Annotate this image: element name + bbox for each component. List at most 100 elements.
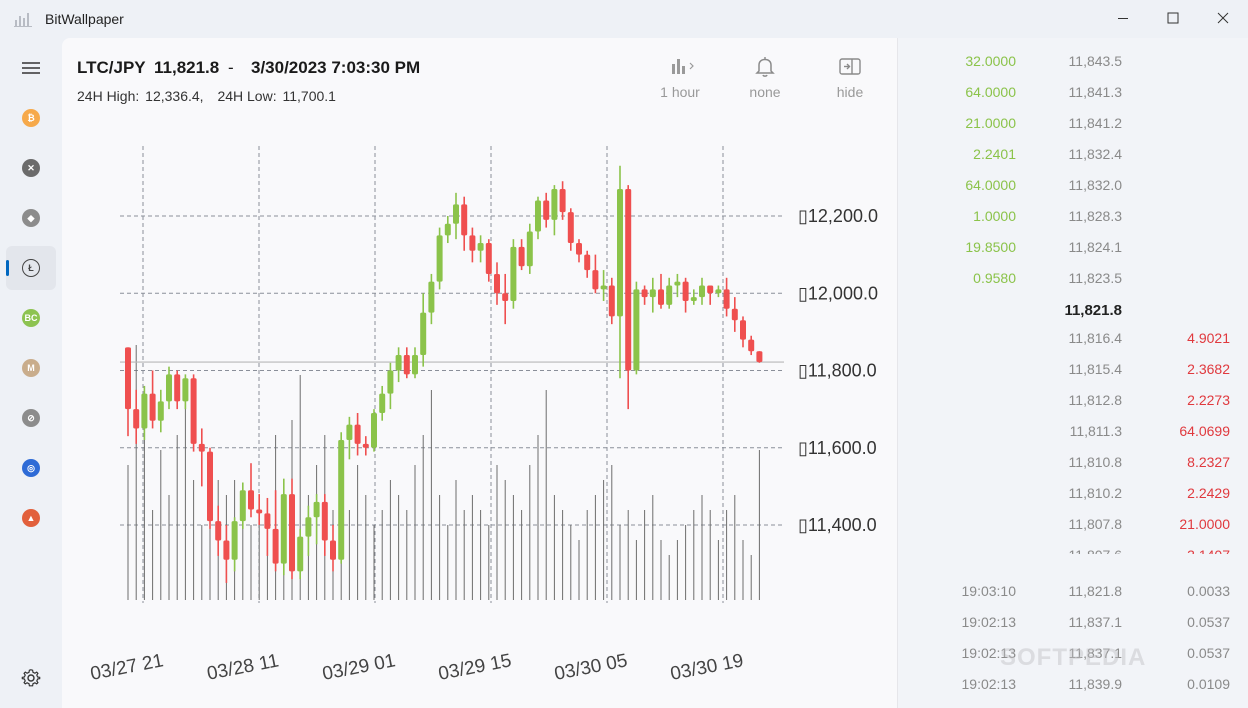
ask-amount: 64.0000 [965,177,1016,193]
alert-label: none [749,84,781,100]
high-value: 12,336.4, [145,88,204,104]
candle-body [223,540,230,560]
minimize-button[interactable] [1098,0,1148,36]
candle-body [190,378,197,444]
hide-panel-button[interactable]: hide [815,56,885,106]
candle-body [198,443,205,452]
candle-body [338,440,345,560]
candle-body [584,254,591,271]
sidebar-item-qtum[interactable]: ◎ [6,446,56,490]
candle [231,517,238,572]
ask-price: 11,824.1 [1068,239,1122,255]
candle-body [477,243,484,251]
candle-body [723,289,730,309]
candle-body [436,235,443,282]
bell-icon [755,57,775,77]
candle-body [690,297,697,301]
candle [707,285,714,305]
ask-row: 32.0000 11,843.5 [898,53,1248,73]
sidebar-item-ethereum[interactable]: ◆ [6,196,56,240]
candle [494,262,500,305]
candle-body [526,231,533,267]
y-axis-label: ▯11,400.0 [798,515,877,535]
candle-body [157,401,164,421]
candle [321,494,328,556]
ask-amount: 21.0000 [965,115,1016,131]
candle-body [444,223,451,236]
bid-row: 11,807.8 21.0000 [898,516,1248,536]
litecoin-icon: Ł [22,259,40,277]
candle [305,505,312,556]
candle [518,239,525,271]
candle [502,273,509,325]
candle-body [756,351,763,363]
candle-body [567,212,574,244]
candle [526,223,533,274]
chart-panel: ▯12,200.0 ▯12,000.0 ▯11,800.0 ▯11,600.0 ▯11,… [62,38,898,708]
y-axis-label: ▯12,200.0 [798,206,878,226]
candle-body [256,509,263,514]
order-book[interactable]: 32.0000 11,843.5 64.0000 11,841.3 21.0000 11,… [898,38,1248,554]
candle-body [658,289,664,305]
ask-amount: 64.0000 [965,84,1016,100]
trade-time: 19:02:13 [961,676,1017,692]
candle-body [543,200,550,220]
candle [625,185,632,410]
ask-price: 11,841.3 [1068,84,1122,100]
sidebar-item-litecoin[interactable]: Ł [6,246,56,290]
candle [289,478,295,580]
trade-price: 11,839.9 [1068,676,1122,692]
candle-body [428,281,435,313]
candle [239,482,246,529]
candle-body [633,289,640,371]
settings-button[interactable] [6,656,56,700]
bid-amount: 4.9021 [1187,330,1230,346]
candle-body [207,451,213,522]
candle-body [682,281,689,301]
close-button[interactable] [1198,0,1248,36]
sidebar-item-bitcoin[interactable]: ₿ [6,96,56,140]
bid-amount: 2.2273 [1187,392,1230,408]
candle-body [535,200,541,232]
candle [715,285,722,298]
x-axis-label: 03/29 15 [437,650,514,685]
sidebar-item-monacoin[interactable]: M [6,346,56,390]
candle-body [379,393,386,413]
candle [436,227,443,290]
candlestick-chart[interactable]: ▯12,200.0 ▯12,000.0 ▯11,800.0 ▯11,600.0 ▯11,… [62,38,898,708]
candle-body [125,347,131,410]
candle [510,239,517,309]
candle [682,277,689,313]
candle [584,250,591,278]
hamburger-menu-button[interactable] [6,46,56,90]
candle-body [215,521,222,541]
trade-amount: 0.0537 [1187,645,1230,661]
candle-body [289,494,295,572]
bid-amount: 2.3682 [1187,361,1230,377]
bid-price: 11,807.6 [1069,547,1122,554]
sidebar-item-bat[interactable]: ▲ [6,496,56,540]
price-alert-button[interactable]: none [730,56,800,106]
candle [182,374,189,410]
candle-body [674,281,681,286]
pair-symbol: LTC/JPY [77,58,146,77]
trade-amount: 0.0109 [1187,676,1230,692]
bitcoin-cash-icon: BC [22,309,40,327]
sidebar-item-xrp[interactable]: ✕ [6,146,56,190]
close-icon [1217,12,1229,24]
sidebar-item-stellar[interactable]: ⊘ [6,396,56,440]
stellar-icon: ⊘ [22,409,40,427]
candle-body [346,424,353,441]
candle-body [166,374,172,402]
header-separator: - [228,58,234,77]
ask-amount: 1.0000 [973,208,1016,224]
candle [461,196,468,251]
candle-body [264,513,271,529]
sidebar-item-bitcoin-cash[interactable]: BC [6,296,56,340]
candle [371,409,377,452]
candle [215,505,222,556]
bid-row: 11,810.8 8.2327 [898,454,1248,474]
maximize-button[interactable] [1148,0,1198,36]
interval-button[interactable]: 1 hour [645,56,715,106]
candle [658,273,664,309]
